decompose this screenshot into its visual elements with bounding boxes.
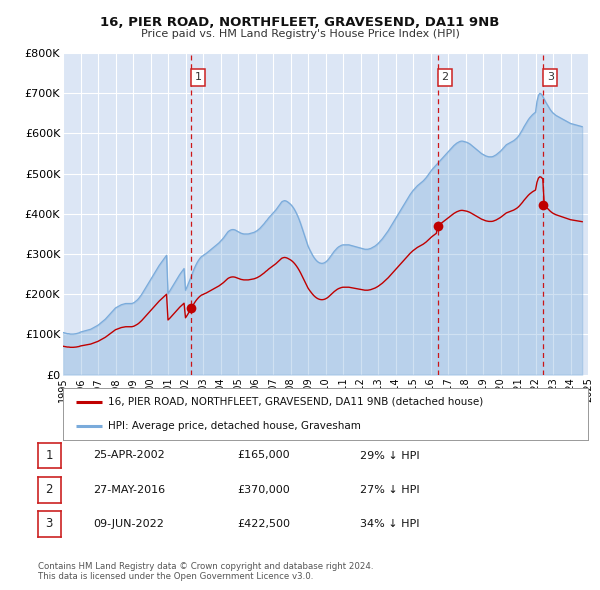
Text: 34% ↓ HPI: 34% ↓ HPI <box>360 519 419 529</box>
Text: 2: 2 <box>441 72 448 82</box>
Text: Price paid vs. HM Land Registry's House Price Index (HPI): Price paid vs. HM Land Registry's House … <box>140 29 460 38</box>
Text: 27% ↓ HPI: 27% ↓ HPI <box>360 485 419 494</box>
Text: 09-JUN-2022: 09-JUN-2022 <box>93 519 164 529</box>
Text: £422,500: £422,500 <box>237 519 290 529</box>
Text: 3: 3 <box>547 72 554 82</box>
Text: £165,000: £165,000 <box>237 451 290 460</box>
Text: Contains HM Land Registry data © Crown copyright and database right 2024.: Contains HM Land Registry data © Crown c… <box>38 562 373 571</box>
Text: HPI: Average price, detached house, Gravesham: HPI: Average price, detached house, Grav… <box>107 421 361 431</box>
Text: 3: 3 <box>46 517 53 530</box>
Text: 25-APR-2002: 25-APR-2002 <box>93 451 165 460</box>
Text: 27-MAY-2016: 27-MAY-2016 <box>93 485 165 494</box>
Text: 29% ↓ HPI: 29% ↓ HPI <box>360 451 419 460</box>
Text: 16, PIER ROAD, NORTHFLEET, GRAVESEND, DA11 9NB (detached house): 16, PIER ROAD, NORTHFLEET, GRAVESEND, DA… <box>107 396 483 407</box>
Text: 16, PIER ROAD, NORTHFLEET, GRAVESEND, DA11 9NB: 16, PIER ROAD, NORTHFLEET, GRAVESEND, DA… <box>100 16 500 29</box>
Text: 1: 1 <box>46 449 53 462</box>
Text: 2: 2 <box>46 483 53 496</box>
Text: 1: 1 <box>194 72 202 82</box>
Text: £370,000: £370,000 <box>237 485 290 494</box>
Text: This data is licensed under the Open Government Licence v3.0.: This data is licensed under the Open Gov… <box>38 572 313 581</box>
